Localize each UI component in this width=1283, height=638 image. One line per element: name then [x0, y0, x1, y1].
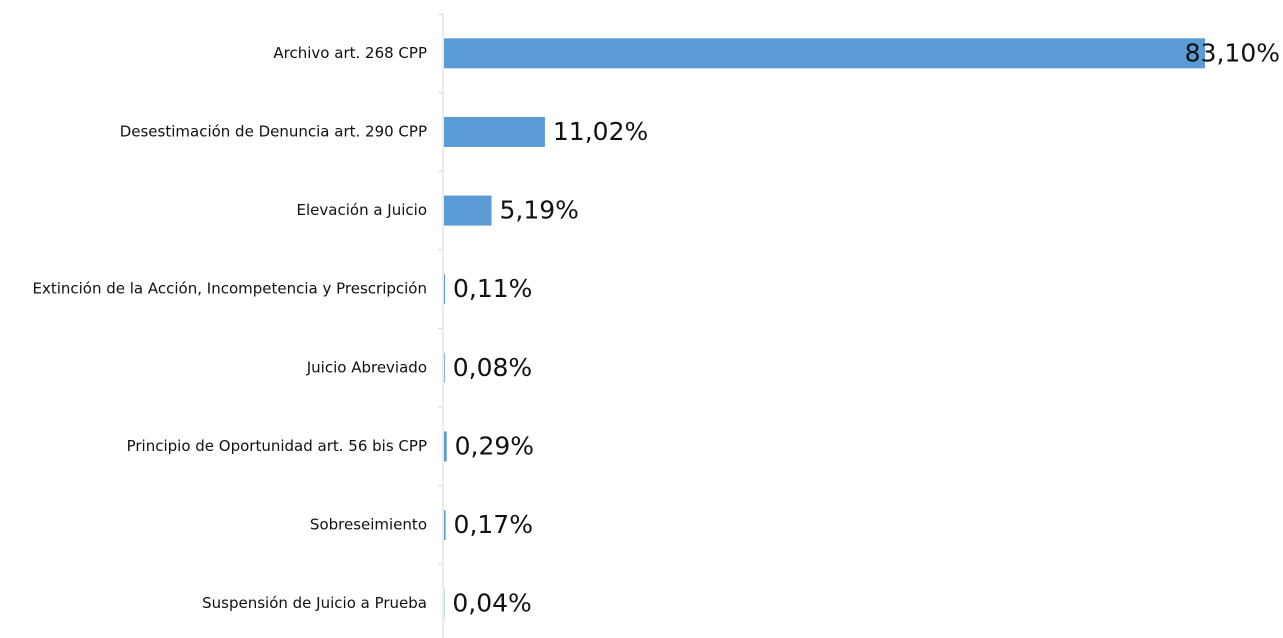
category-label: Archivo art. 268 CPP: [273, 44, 427, 62]
value-label: 11,02%: [553, 117, 648, 146]
value-label: 0,04%: [452, 589, 531, 618]
bar: [444, 116, 545, 147]
category-label: Juicio Abreviado: [306, 358, 427, 376]
bar: [444, 274, 446, 305]
category-label: Desestimación de Denuncia art. 290 CPP: [120, 122, 427, 140]
value-label: 0,17%: [454, 510, 533, 539]
value-label: 0,29%: [455, 431, 534, 460]
category-label: Principio de Oportunidad art. 56 bis CPP: [127, 437, 427, 455]
value-label: 0,08%: [453, 353, 532, 382]
bar: [444, 510, 446, 541]
bar: [444, 352, 445, 383]
category-label: Sobreseimiento: [310, 516, 427, 534]
bar: [444, 38, 1205, 69]
value-label: 5,19%: [500, 196, 579, 225]
category-label: Suspensión de Juicio a Prueba: [202, 594, 427, 612]
bar: [444, 431, 447, 462]
value-label: 83,10%: [1185, 38, 1280, 67]
category-label: Elevación a Juicio: [297, 201, 427, 219]
value-label: 0,11%: [453, 274, 532, 303]
category-label: Extinción de la Acción, Incompetencia y …: [32, 280, 427, 298]
bar: [444, 195, 492, 226]
